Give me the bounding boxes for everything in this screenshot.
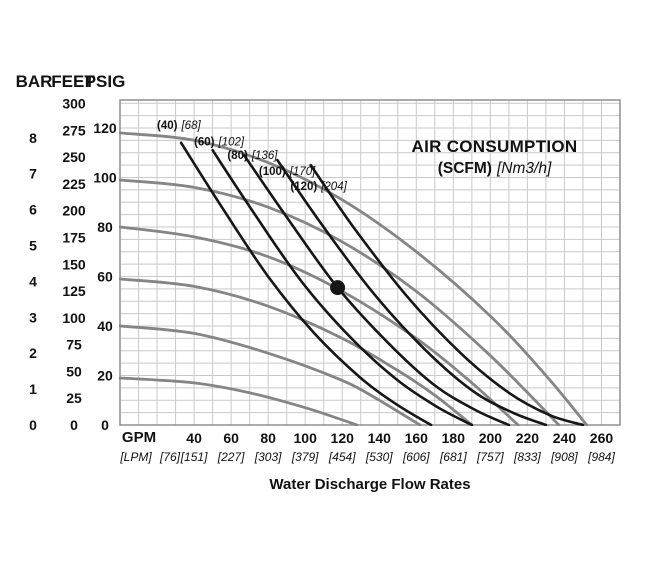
plot-grid: [119, 100, 621, 426]
air-consumption-curve-60scfm: [211, 148, 474, 426]
feet-tick-label: 50: [66, 363, 82, 379]
feet-tick-label: 150: [62, 256, 86, 272]
air-curve-label-60scfm: (60) [102]: [194, 136, 245, 148]
bar-tick-label: 7: [29, 166, 37, 182]
water-pressure-curve-40psi: [119, 324, 422, 426]
feet-tick-label: 250: [62, 149, 86, 165]
nm3h-unit-label: [Nm3/h]: [496, 160, 552, 177]
water-pressure-curve-100psi: [119, 178, 561, 426]
feet-tick-label: 300: [62, 96, 86, 112]
lpm-tick-label: [454]: [328, 450, 356, 464]
feet-tick-label: 275: [62, 122, 86, 138]
psig-tick-label: 0: [101, 417, 109, 433]
lpm-tick-label: [151]: [180, 450, 208, 464]
lpm-tick-label: [227]: [217, 450, 245, 464]
air-curve-label-40scfm: (40) [68]: [157, 120, 201, 132]
lpm-axis-unit-label: [LPM]: [120, 450, 152, 464]
feet-axis-header: FEET: [51, 72, 95, 91]
lpm-tick-label: [379]: [291, 450, 319, 464]
bar-tick-label: 3: [29, 309, 37, 325]
gpm-tick-label: 180: [442, 430, 466, 446]
gpm-tick-label: 200: [479, 430, 503, 446]
operating-point-marker: [330, 280, 346, 296]
curves-layer: [119, 131, 589, 426]
bar-tick-label: 1: [29, 381, 37, 397]
lpm-tick-label: [908]: [550, 450, 578, 464]
bar-axis-header: BAR: [15, 72, 53, 91]
air-curve-label-120scfm: (120) [204]: [290, 181, 347, 193]
air-curve-label-100scfm: (100) [170]: [259, 166, 316, 178]
gpm-tick-label: 80: [260, 430, 276, 446]
lpm-tick-label: [833]: [513, 450, 541, 464]
lpm-tick-label: [303]: [254, 450, 282, 464]
psig-tick-label: 60: [97, 268, 113, 284]
feet-tick-label: 75: [66, 337, 82, 353]
gpm-tick-label: 140: [368, 430, 392, 446]
water-pressure-curve-120psi: [119, 131, 589, 426]
feet-tick-label: 125: [62, 283, 86, 299]
lpm-tick-label: [606]: [402, 450, 430, 464]
psig-tick-label: 100: [93, 169, 117, 185]
lpm-tick-label: [681]: [439, 450, 467, 464]
air-consumption-curve-120scfm: [309, 163, 585, 426]
water-pressure-curve-60psi: [119, 277, 474, 426]
feet-tick-label: 175: [62, 229, 86, 245]
air-consumption-legend-units: (SCFM) [Nm3/h]: [372, 160, 617, 178]
lpm-tick-label: [757]: [476, 450, 504, 464]
lpm-tick-label: [530]: [365, 450, 393, 464]
gpm-axis-unit-label: GPM: [121, 429, 157, 446]
feet-tick-label: 0: [70, 417, 78, 433]
air-consumption-legend-title: AIR CONSUMPTION: [411, 137, 578, 156]
water-pressure-curve-20psi: [119, 376, 359, 426]
air-consumption-curve-100scfm: [276, 158, 548, 426]
bar-tick-label: 5: [29, 237, 37, 253]
lpm-tick-label: [76]: [159, 450, 181, 464]
air-consumption-legend: AIR CONSUMPTION (SCFM) [Nm3/h]: [372, 137, 617, 178]
x-axis-title: Water Discharge Flow Rates: [269, 476, 471, 493]
bar-tick-label: 0: [29, 417, 37, 433]
gpm-tick-label: 240: [553, 430, 577, 446]
scfm-unit-label: (SCFM): [437, 160, 492, 177]
bar-tick-label: 2: [29, 345, 37, 361]
feet-tick-label: 200: [62, 203, 86, 219]
gpm-tick-label: 100: [294, 430, 318, 446]
bar-tick-label: 6: [29, 202, 37, 218]
feet-tick-label: 225: [62, 176, 86, 192]
psig-axis-header: PSIG: [84, 72, 126, 91]
gpm-tick-label: 120: [331, 430, 355, 446]
bar-tick-label: 4: [29, 273, 37, 289]
feet-tick-label: 100: [62, 310, 86, 326]
gpm-tick-label: 60: [223, 430, 239, 446]
gpm-tick-label: 160: [405, 430, 429, 446]
psig-tick-label: 40: [97, 318, 113, 334]
gpm-tick-label: 220: [516, 430, 540, 446]
air-consumption-curve-80scfm: [242, 153, 511, 426]
air-curve-label-80scfm: (80) [136]: [227, 150, 278, 162]
gpm-tick-label: 260: [590, 430, 614, 446]
psig-tick-label: 120: [93, 120, 117, 136]
psig-tick-label: 80: [97, 219, 113, 235]
lpm-tick-label: [984]: [587, 450, 615, 464]
air-consumption-curve-40scfm: [179, 141, 433, 426]
feet-tick-label: 25: [66, 390, 82, 406]
bar-tick-label: 8: [29, 130, 37, 146]
plot-border: [119, 99, 621, 426]
gpm-tick-label: 40: [186, 430, 202, 446]
psig-tick-label: 20: [97, 367, 113, 383]
